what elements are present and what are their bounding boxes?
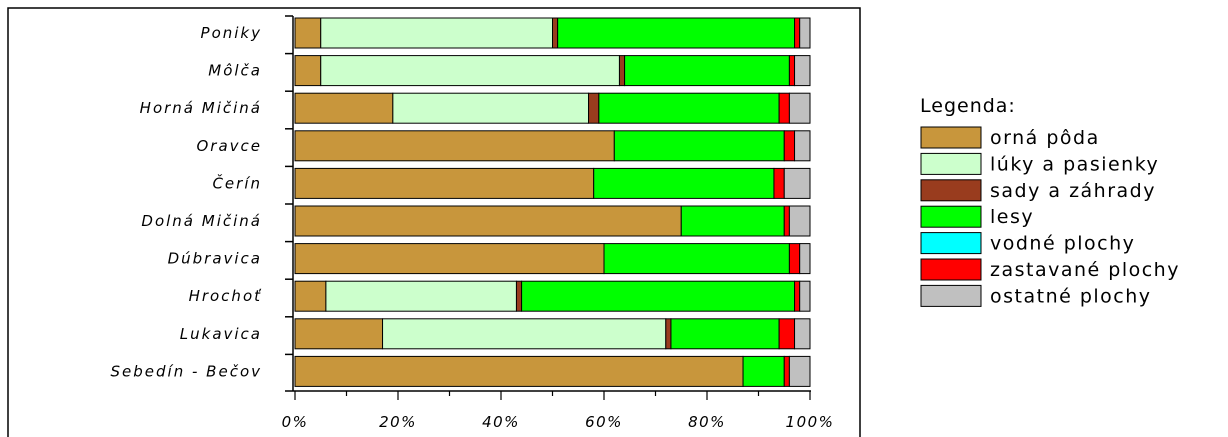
bar-segment xyxy=(294,318,384,350)
legend-label: lesy xyxy=(990,206,1034,228)
bar-segment xyxy=(593,167,775,199)
bar-segment xyxy=(320,55,620,87)
bars-layer xyxy=(294,17,811,387)
bar-segment xyxy=(382,318,667,350)
legend-label: orná pôda xyxy=(990,127,1100,149)
bar-segment xyxy=(670,318,780,350)
bar-segment xyxy=(799,280,811,312)
bar-segment xyxy=(788,55,796,87)
category-label: Čerín xyxy=(212,173,262,192)
bar-segment xyxy=(515,280,523,312)
bar-segment xyxy=(799,243,811,275)
bar-segment xyxy=(778,92,790,124)
bar-segment xyxy=(392,92,590,124)
category-label: Môlča xyxy=(208,62,262,80)
bar-segment xyxy=(788,243,801,275)
bar-segment xyxy=(557,17,796,49)
legend-swatch xyxy=(920,179,982,202)
legend-swatch xyxy=(920,205,982,228)
bar-segment xyxy=(613,130,785,162)
bar-segment xyxy=(294,280,327,312)
bar-segment xyxy=(603,243,790,275)
bar-segment xyxy=(294,355,744,387)
x-tick-labels: 0% 20% 40% 60% 80% 100% xyxy=(282,413,835,431)
bar-segment xyxy=(783,130,796,162)
bar-segment xyxy=(598,92,780,124)
category-label: Hrochoť xyxy=(189,287,263,305)
bar-segment xyxy=(665,318,672,350)
legend-label: vodné plochy xyxy=(990,233,1135,255)
bar-segment xyxy=(794,130,811,162)
bar-segment xyxy=(794,280,801,312)
x-tick-label: 60% xyxy=(585,413,623,431)
bar-segment xyxy=(799,17,811,49)
bar-segment xyxy=(588,92,600,124)
bar-segment xyxy=(294,205,682,237)
bar-segment xyxy=(794,318,811,350)
bar-segment xyxy=(794,55,811,87)
bar-segment xyxy=(778,318,796,350)
bar-segment xyxy=(618,55,626,87)
x-tick-label: 100% xyxy=(786,413,835,431)
bar-segment xyxy=(320,17,553,49)
legend-label: lúky a pasienky xyxy=(990,153,1159,175)
category-label: Dúbravica xyxy=(168,250,262,268)
plot-frame xyxy=(7,7,861,437)
bar-segment xyxy=(294,167,595,199)
bar-segment xyxy=(294,243,605,275)
legend-swatch xyxy=(920,232,982,255)
x-tick-label: 20% xyxy=(379,413,417,431)
bar-segment xyxy=(552,17,559,49)
category-labels: Poniky Môlča Horná Mičiná Oravce Čerín Dolná … xyxy=(111,24,263,380)
bar-segment xyxy=(788,355,811,387)
bar-segment xyxy=(742,355,785,387)
bar-segment xyxy=(788,205,811,237)
x-tick-label: 80% xyxy=(688,413,726,431)
legend-label: zastavané plochy xyxy=(990,259,1180,281)
legend-title: Legenda: xyxy=(920,95,1016,117)
legend-swatch xyxy=(920,284,982,307)
category-label: Oravce xyxy=(196,137,262,155)
bar-segment xyxy=(788,92,811,124)
legend-label: ostatné plochy xyxy=(990,285,1152,307)
x-tick-label: 40% xyxy=(482,413,520,431)
bar-segment xyxy=(680,205,785,237)
bar-segment xyxy=(783,167,811,199)
bar-segment xyxy=(783,355,790,387)
bar-segment xyxy=(794,17,801,49)
category-label: Lukavica xyxy=(180,325,262,343)
legend-swatch xyxy=(920,152,982,175)
axes-layer xyxy=(285,15,811,400)
category-label: Dolná Mičiná xyxy=(141,212,262,230)
bar-segment xyxy=(294,55,322,87)
bar-segment xyxy=(325,280,517,312)
legend-label: sady a záhrady xyxy=(990,180,1156,202)
bar-segment xyxy=(294,130,615,162)
bar-segment xyxy=(773,167,785,199)
category-label: Sebedín - Bečov xyxy=(111,362,262,380)
legend-swatch xyxy=(920,258,982,281)
category-label: Horná Mičiná xyxy=(140,99,262,117)
legend: Legenda: orná pôda lúky a pasienky sady a … xyxy=(920,95,1180,307)
bar-segment xyxy=(783,205,790,237)
bar-segment xyxy=(294,92,394,124)
bar-segment xyxy=(624,55,790,87)
bar-segment xyxy=(521,280,796,312)
category-label: Poniky xyxy=(201,24,262,42)
bar-segment xyxy=(294,17,322,49)
x-tick-label: 0% xyxy=(282,413,309,431)
legend-swatch xyxy=(920,126,982,149)
